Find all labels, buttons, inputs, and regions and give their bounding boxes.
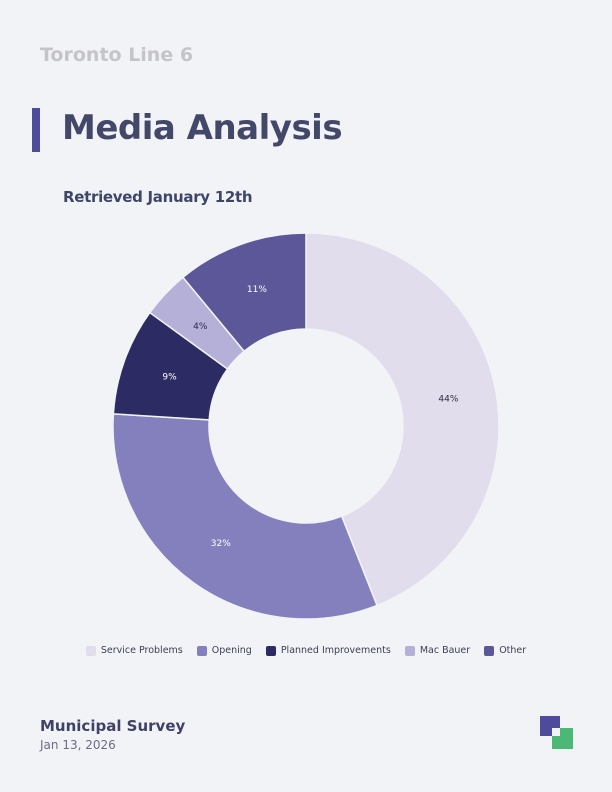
slice-label-planned-improvements: 9%: [162, 372, 177, 382]
page-title: Media Analysis: [62, 108, 343, 148]
footer-title: Municipal Survey: [40, 717, 186, 735]
legend-item: Service Problems: [85, 645, 183, 656]
legend-item: Planned Improvements: [265, 645, 391, 656]
slice-label-mac-bauer: 4%: [193, 322, 208, 332]
chart-legend: Service Problems Opening Planned Improveme…: [0, 645, 612, 656]
donut-slice-opening: [112, 413, 379, 620]
brand-logo-icon: [540, 716, 573, 749]
legend-label: Opening: [211, 645, 252, 656]
slice-label-service-problems: 44%: [438, 394, 458, 404]
legend-item: Opening: [196, 645, 252, 656]
legend-swatch: [404, 645, 415, 656]
legend-label: Other: [499, 645, 527, 656]
legend-label: Service Problems: [100, 645, 183, 656]
chart-subtitle: Retrieved January 12th: [63, 188, 253, 206]
slice-label-opening: 32%: [211, 539, 231, 549]
legend-item: Other: [484, 645, 526, 656]
legend-swatch: [85, 645, 96, 656]
legend-swatch: [484, 645, 495, 656]
legend-label: Mac Bauer: [419, 645, 471, 656]
legend-label: Planned Improvements: [280, 645, 391, 656]
footer-date: Jan 13, 2026: [40, 738, 116, 752]
legend-swatch: [265, 645, 276, 656]
title-accent-bar: [32, 108, 40, 152]
legend-item: Mac Bauer: [404, 645, 471, 656]
donut-slice-service-problems: [305, 232, 500, 607]
slice-label-other: 11%: [247, 285, 267, 295]
report-supertitle: Toronto Line 6: [40, 44, 194, 66]
logo-square-overlap: [552, 728, 560, 736]
legend-swatch: [196, 645, 207, 656]
donut-slice-other: [181, 232, 307, 353]
